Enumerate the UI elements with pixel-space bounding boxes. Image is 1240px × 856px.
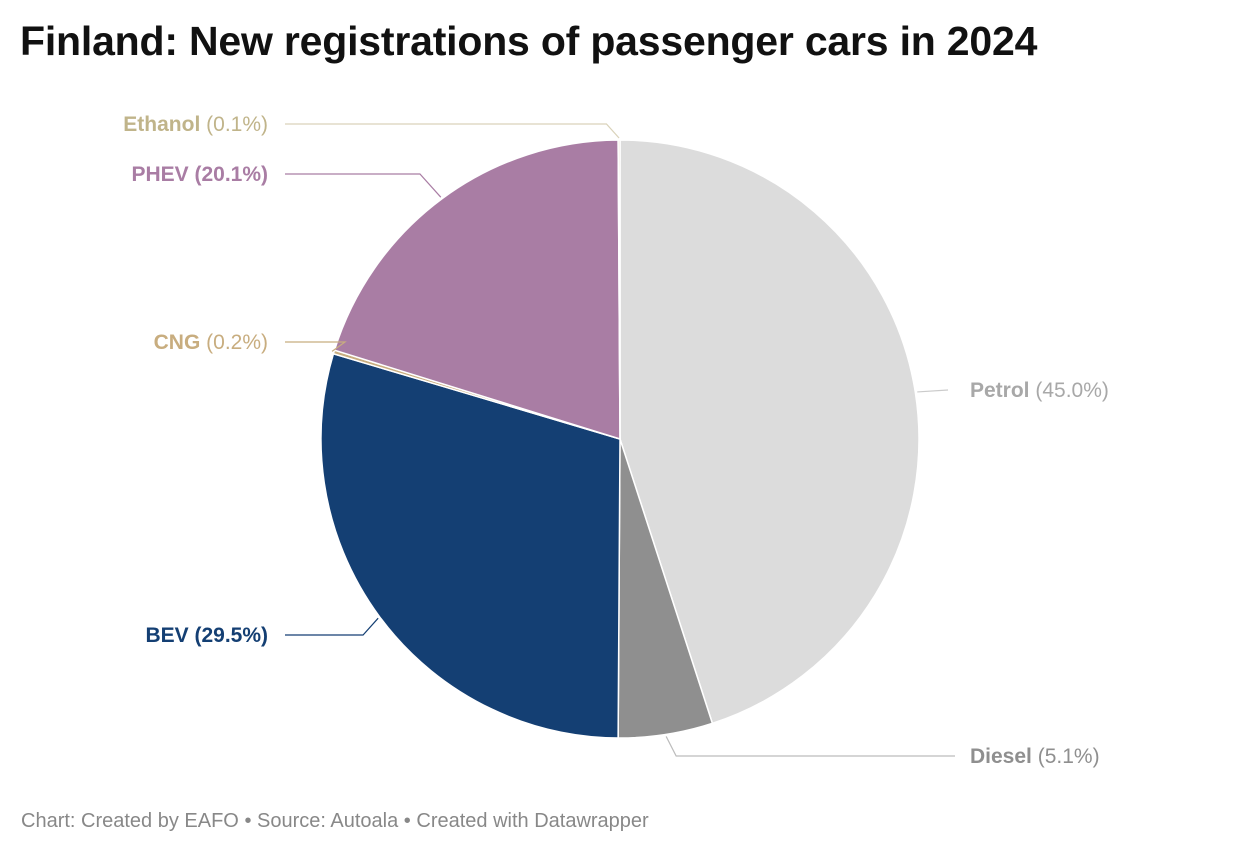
chart-footer: Chart: Created by EAFO • Source: Autoala…	[21, 810, 649, 833]
label-ethanol: Ethanol (0.1%)	[123, 113, 268, 136]
footer-tool: Created with Datawrapper	[416, 810, 649, 832]
label-value-diesel: (5.1%)	[1038, 745, 1100, 768]
label-name-diesel: Diesel	[970, 745, 1038, 768]
leader-lines	[285, 123, 955, 757]
label-name-cng: CNG	[154, 331, 207, 354]
footer-separator-1: •	[244, 810, 252, 832]
footer-separator-2: •	[403, 810, 411, 832]
label-value-petrol: (45.0%)	[1035, 379, 1109, 402]
label-phev: PHEV (20.1%)	[131, 163, 268, 186]
leader-ethanol	[285, 123, 620, 139]
leader-phev	[285, 173, 442, 198]
label-name-bev: BEV	[145, 624, 194, 647]
label-diesel: Diesel (5.1%)	[970, 745, 1100, 768]
leader-bev	[285, 617, 379, 636]
label-value-ethanol: (0.1%)	[206, 113, 268, 136]
leader-petrol	[917, 389, 949, 393]
label-name-phev: PHEV	[131, 163, 194, 186]
label-value-phev: (20.1%)	[194, 163, 268, 186]
slice-ethanol	[617, 139, 621, 440]
leader-diesel	[665, 736, 955, 757]
chart-title: Finland: New registrations of passenger …	[20, 18, 1038, 64]
footer-credit: Chart: Created by EAFO	[21, 810, 239, 832]
label-value-bev: (29.5%)	[194, 624, 268, 647]
label-name-petrol: Petrol	[970, 379, 1035, 402]
slice-phev	[333, 139, 621, 440]
label-petrol: Petrol (45.0%)	[970, 379, 1109, 402]
label-bev: BEV (29.5%)	[145, 624, 268, 647]
footer-source: Source: Autoala	[257, 810, 399, 832]
leader-cng	[285, 341, 347, 352]
label-cng: CNG (0.2%)	[154, 331, 268, 354]
slice-bev	[320, 353, 621, 739]
label-name-ethanol: Ethanol	[123, 113, 206, 136]
slice-labels: Petrol (45.0%) Diesel (5.1%) BEV (29.5%) CN…	[123, 113, 1109, 768]
label-value-cng: (0.2%)	[206, 331, 268, 354]
slice-petrol	[619, 139, 920, 725]
pie-slices	[320, 139, 920, 739]
